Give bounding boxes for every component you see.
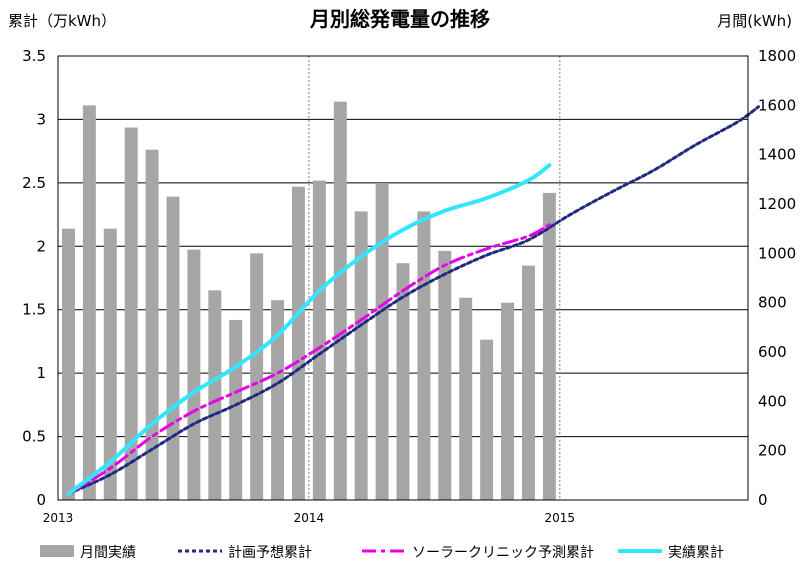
bar <box>61 228 75 500</box>
bar <box>82 105 96 500</box>
line-actual-cumulative <box>66 163 552 496</box>
legend-label: 計画予想累計 <box>228 545 312 561</box>
bar <box>124 127 138 501</box>
bar <box>291 186 305 500</box>
left-tick-label: 3.5 <box>22 47 46 65</box>
right-tick-label: 0 <box>758 491 768 509</box>
right-tick-label: 1000 <box>758 244 796 262</box>
bar-series-monthly <box>61 101 556 501</box>
legend-swatch-monthly <box>40 545 74 557</box>
line-series-group <box>66 105 760 496</box>
bar <box>333 101 347 500</box>
bar <box>229 319 243 500</box>
plot-area-frame <box>57 55 749 501</box>
right-tick-label: 1400 <box>758 146 796 164</box>
bar <box>187 249 201 500</box>
x-tick-label: 2014 <box>294 511 325 525</box>
legend-label: 実績累計 <box>668 545 724 561</box>
bar <box>145 149 159 500</box>
line-plan-cumulative <box>66 105 760 496</box>
left-axis-title: 累計（万kWh） <box>8 12 116 30</box>
bar <box>250 253 264 500</box>
right-tick-label: 1600 <box>758 96 796 114</box>
left-tick-label: 3 <box>36 110 46 128</box>
left-tick-label: 2 <box>36 237 46 255</box>
bar <box>375 183 389 501</box>
bar <box>542 192 556 500</box>
right-tick-label: 600 <box>758 343 787 361</box>
line-solar-clinic-cumulative <box>66 223 551 496</box>
bar <box>438 250 452 500</box>
legend-label: 月間実績 <box>80 545 136 561</box>
bar <box>396 263 410 500</box>
bar <box>459 297 473 500</box>
right-tick-label: 200 <box>758 442 787 460</box>
left-tick-label: 1 <box>36 364 46 382</box>
right-tick-label: 400 <box>758 392 787 410</box>
right-tick-label: 1200 <box>758 195 796 213</box>
bar <box>480 339 494 500</box>
bar <box>103 228 117 500</box>
bar <box>521 265 535 500</box>
right-axis-title: 月間(kWh) <box>717 12 792 30</box>
legend: 月間実績 計画予想累計 ソーラークリニック予測累計 実績累計 <box>40 545 724 561</box>
bar <box>208 290 222 500</box>
right-tick-label: 800 <box>758 294 787 312</box>
legend-label: ソーラークリニック予測累計 <box>412 545 594 561</box>
right-tick-label: 1800 <box>758 47 796 65</box>
left-tick-label: 1.5 <box>22 301 46 319</box>
bar <box>312 180 326 501</box>
bar <box>417 211 431 500</box>
bar <box>501 302 515 500</box>
chart-title: 月別総発電量の推移 <box>309 7 490 31</box>
bar <box>271 300 285 500</box>
left-tick-label: 2.5 <box>22 174 46 192</box>
x-tick-label: 2013 <box>43 511 74 525</box>
axis-ticks: 0 0.5 1 1.5 2 2.5 3 3.5 0 200 400 600 800 1000 1200 140… <box>22 47 796 525</box>
x-tick-label: 2015 <box>545 511 576 525</box>
bar <box>166 196 180 500</box>
bar <box>354 211 368 500</box>
left-tick-label: 0.5 <box>22 428 46 446</box>
left-tick-label: 0 <box>36 491 46 509</box>
